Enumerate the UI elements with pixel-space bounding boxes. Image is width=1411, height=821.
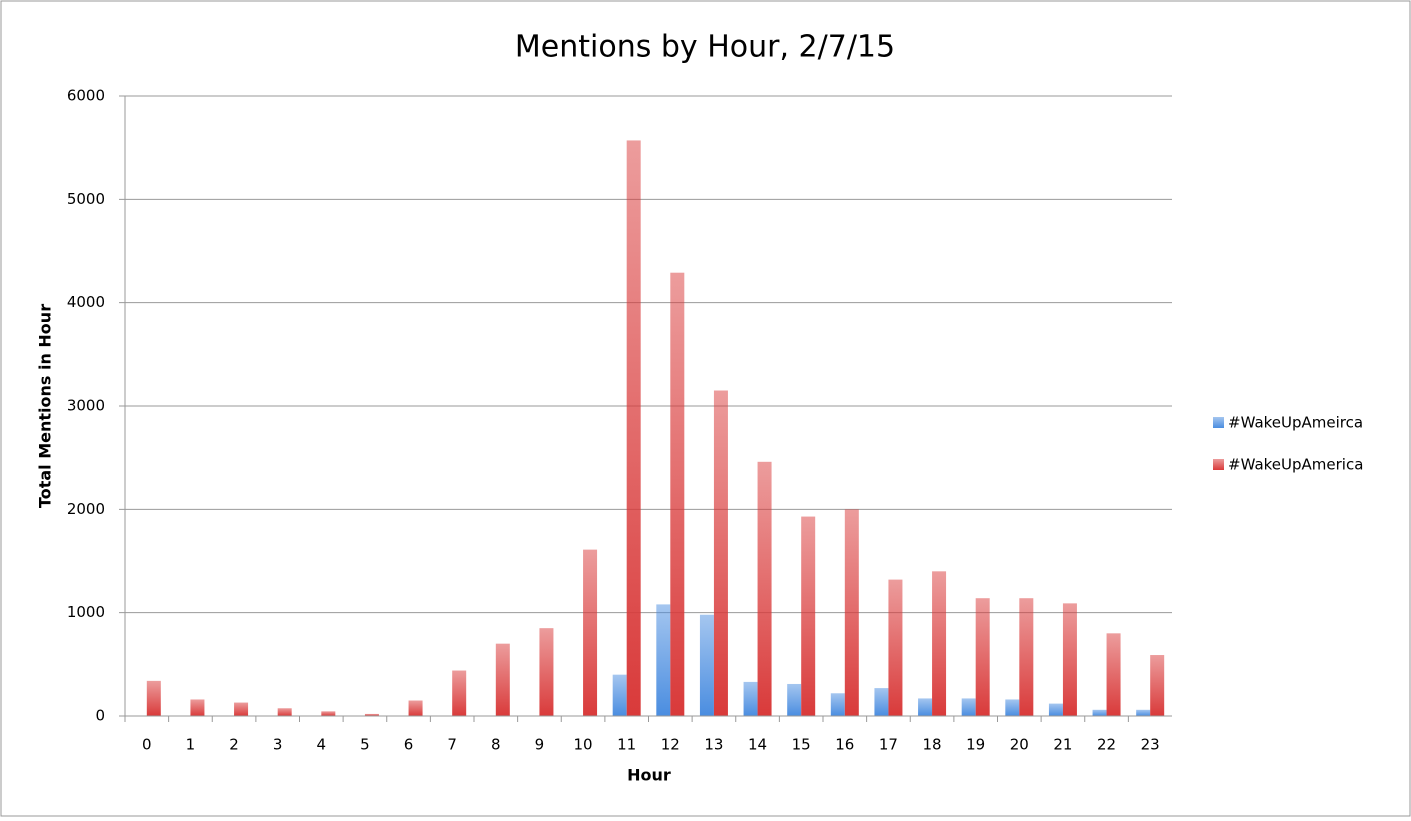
x-tick-label: 16: [835, 736, 854, 754]
bar: [670, 272, 685, 716]
x-tick-label: 10: [574, 736, 593, 754]
bar: [321, 711, 336, 716]
bar: [961, 698, 976, 716]
bar: [1005, 699, 1020, 716]
legend-label: #WakeUpAmeirca: [1228, 414, 1363, 432]
bar: [1136, 709, 1151, 716]
x-tick-label: 3: [273, 736, 283, 754]
y-tick-label: 3000: [67, 397, 105, 415]
bar: [888, 579, 903, 716]
x-tick-label: 1: [186, 736, 196, 754]
x-tick-label: 11: [617, 736, 636, 754]
bar: [626, 140, 641, 716]
x-tick-label: 6: [404, 736, 414, 754]
bar: [190, 699, 205, 716]
x-tick-label: 19: [966, 736, 985, 754]
x-tick-label: 0: [142, 736, 152, 754]
bar: [539, 628, 554, 716]
bar: [1092, 709, 1107, 716]
bar: [932, 571, 947, 716]
x-tick-label: 23: [1141, 736, 1160, 754]
bar: [1062, 603, 1077, 716]
x-tick-label: 15: [792, 736, 811, 754]
x-tick-label: 18: [923, 736, 942, 754]
y-axis-label: Total Mentions in Hour: [36, 304, 55, 508]
x-tick-label: 17: [879, 736, 898, 754]
bar: [1106, 633, 1121, 716]
x-tick-label: 9: [535, 736, 545, 754]
bar: [787, 683, 802, 716]
bar: [713, 390, 728, 716]
bar: [1019, 598, 1034, 716]
x-axis-label: Hour: [627, 766, 671, 785]
x-tick-label: 22: [1097, 736, 1116, 754]
bar: [146, 680, 161, 716]
x-tick-label: 20: [1010, 736, 1029, 754]
bar: [452, 670, 467, 716]
x-tick-label: 2: [229, 736, 239, 754]
bar: [1150, 655, 1165, 716]
bar: [277, 708, 292, 716]
x-tick-label: 12: [661, 736, 680, 754]
bar: [743, 681, 758, 716]
legend-swatch: [1213, 417, 1224, 428]
bar: [656, 604, 671, 716]
x-tick-label: 14: [748, 736, 767, 754]
y-tick-label: 5000: [67, 190, 105, 208]
x-tick-label: 8: [491, 736, 501, 754]
bar: [234, 702, 249, 716]
bar: [918, 698, 933, 716]
bar: [583, 549, 598, 716]
legend-label: #WakeUpAmerica: [1228, 456, 1363, 474]
bar: [495, 643, 510, 716]
y-tick-label: 1000: [67, 603, 105, 621]
x-tick-label: 7: [447, 736, 457, 754]
x-tick-label: 5: [360, 736, 370, 754]
bar: [975, 598, 990, 716]
bar: [364, 713, 379, 716]
chart-title: Mentions by Hour, 2/7/15: [515, 30, 895, 65]
bar: [801, 516, 816, 716]
bar: [408, 700, 423, 716]
y-tick-label: 2000: [67, 500, 105, 518]
bar: [874, 688, 889, 716]
bar: [612, 674, 627, 716]
bar: [844, 509, 859, 716]
bar: [1048, 703, 1063, 716]
x-tick-label: 4: [317, 736, 327, 754]
bar: [830, 693, 845, 716]
x-tick-label: 21: [1053, 736, 1072, 754]
y-tick-label: 6000: [67, 87, 105, 105]
bar: [757, 461, 772, 716]
y-tick-label: 0: [95, 707, 105, 725]
bar: [699, 614, 714, 716]
y-tick-label: 4000: [67, 293, 105, 311]
x-tick-label: 13: [704, 736, 723, 754]
legend-swatch: [1213, 459, 1224, 470]
